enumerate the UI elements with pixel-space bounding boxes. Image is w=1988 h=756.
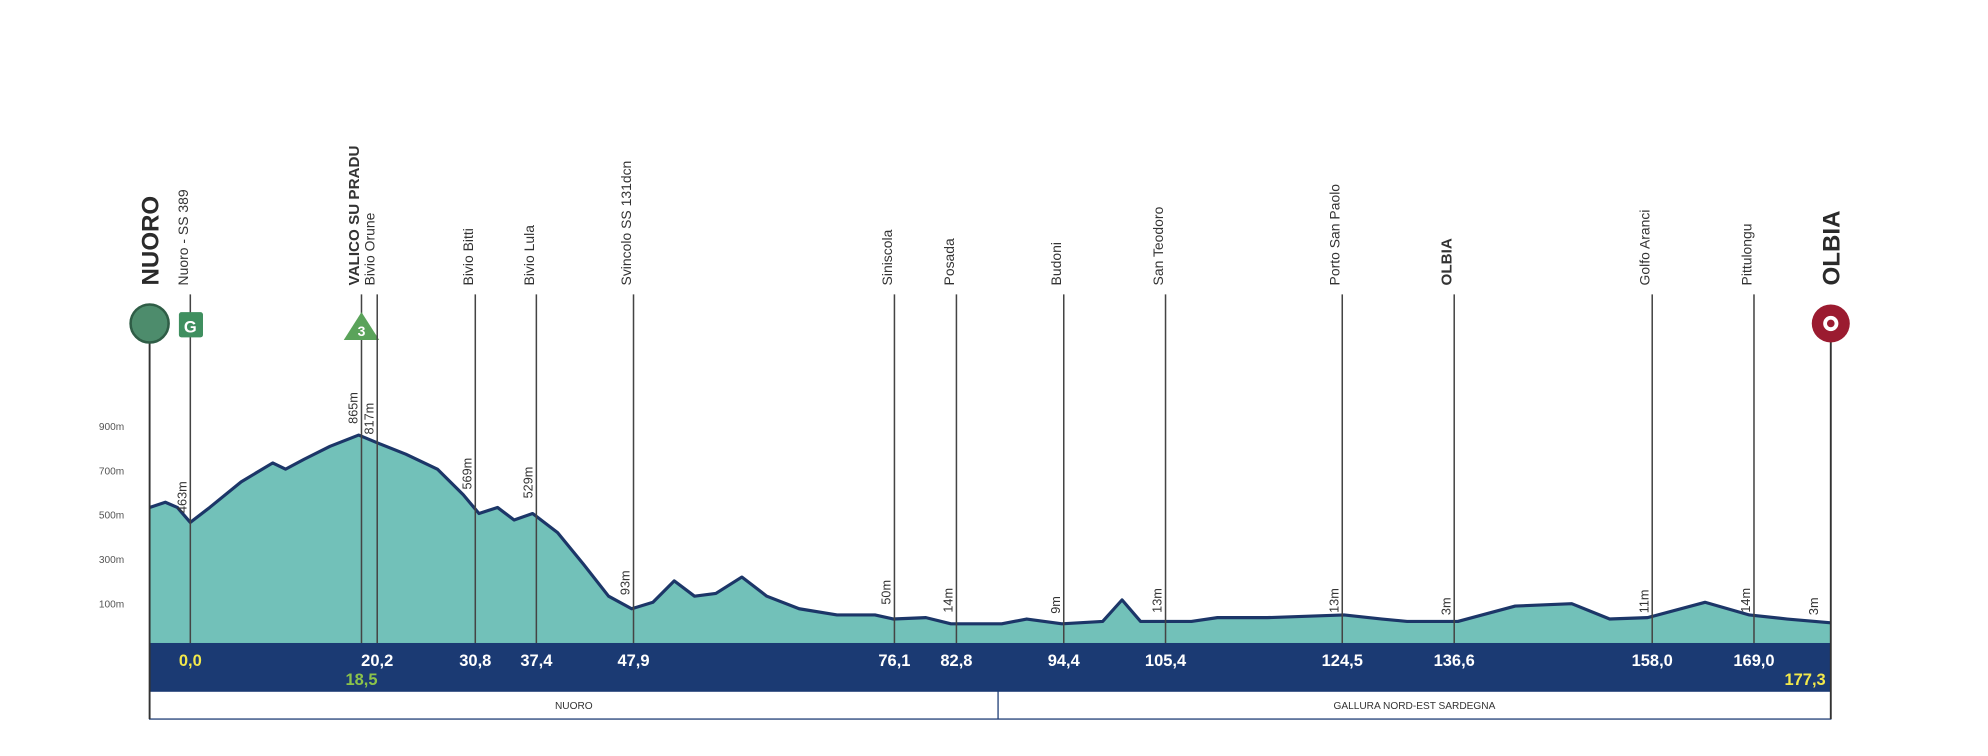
km-label: 169,0	[1733, 652, 1774, 670]
km-band	[149, 642, 1831, 692]
altitude-label: 529m	[522, 467, 536, 499]
waypoint-name: Golfo Aranci	[1637, 210, 1653, 286]
km-label: 105,4	[1145, 652, 1187, 670]
region-label: NUORO	[555, 701, 593, 712]
y-tick-label: 900m	[99, 422, 124, 433]
waypoint-name: San Teodoro	[1150, 206, 1166, 285]
altitude-label: 13m	[1327, 588, 1341, 613]
altitude-label: 13m	[1151, 588, 1165, 613]
waypoint-name: Porto San Paolo	[1327, 184, 1343, 286]
y-tick-label: 500m	[99, 511, 124, 522]
km-label: 18,5	[345, 671, 377, 689]
waypoint-name: Bivio Orune	[362, 212, 378, 285]
altitude-label: 463m	[176, 481, 190, 513]
waypoint-name: Bivio Lula	[521, 225, 537, 286]
waypoint-name: Budoni	[1048, 242, 1064, 285]
km-label: 82,8	[940, 652, 972, 670]
y-tick-label: 100m	[99, 599, 124, 610]
finish-km-label: 177,3	[1784, 671, 1825, 689]
altitude-label: 11m	[1637, 590, 1651, 614]
waypoint-name: Posada	[941, 238, 957, 286]
km-label: 0,0	[179, 652, 202, 670]
y-tick-label: 300m	[99, 555, 124, 566]
altitude-label: 9m	[1049, 596, 1063, 614]
kom-icon	[343, 312, 380, 340]
altitude-label: 3m	[1439, 597, 1453, 615]
waypoint-name: OLBIA	[1439, 238, 1456, 285]
profile-line	[149, 433, 1831, 626]
region-box	[148, 690, 1832, 720]
km-label: 94,4	[1048, 652, 1081, 670]
start-marker	[129, 303, 170, 344]
km-label: 47,9	[617, 652, 649, 670]
waypoint-name: Svincolo SS 131dcn	[618, 161, 634, 286]
region-label: GALLURA NORD-EST SARDEGNA	[1333, 701, 1495, 712]
km-label: 158,0	[1632, 652, 1673, 670]
altitude-label: 817m	[362, 403, 376, 435]
altitude-label: 14m	[942, 588, 956, 613]
km-label: 76,1	[878, 652, 910, 670]
waypoint-name: VALICO SU PRADU	[346, 145, 363, 285]
km-label: 37,4	[520, 652, 553, 670]
altitude-label: 865m	[347, 392, 361, 424]
altitude-label: 50m	[880, 580, 894, 605]
altitude-label: 14m	[1739, 588, 1753, 613]
waypoint-name: Pittulongu	[1738, 223, 1754, 285]
start-name: NUORO	[137, 196, 164, 286]
waypoint-name: Bivio Bitti	[460, 228, 476, 285]
profile-area	[149, 435, 1831, 643]
altitude-label: 93m	[619, 570, 633, 595]
km-label: 124,5	[1322, 652, 1363, 670]
km-label: 136,6	[1434, 652, 1475, 670]
waypoint-name: Nuoro - SS 389	[175, 189, 191, 285]
y-tick-label: 700m	[99, 466, 124, 477]
finish-altitude-label: 3m	[1807, 597, 1821, 615]
kom-icon-label: 3	[358, 323, 366, 339]
sprint-icon-label: G	[184, 318, 197, 336]
km-label: 30,8	[459, 652, 491, 670]
sprint-icon	[178, 312, 203, 338]
altitude-label: 569m	[460, 458, 474, 490]
km-label: 20,2	[361, 652, 393, 670]
waypoint-name: Siniscola	[879, 229, 895, 285]
finish-name: OLBIA	[1819, 211, 1846, 286]
finish-marker-dot	[1826, 319, 1835, 328]
